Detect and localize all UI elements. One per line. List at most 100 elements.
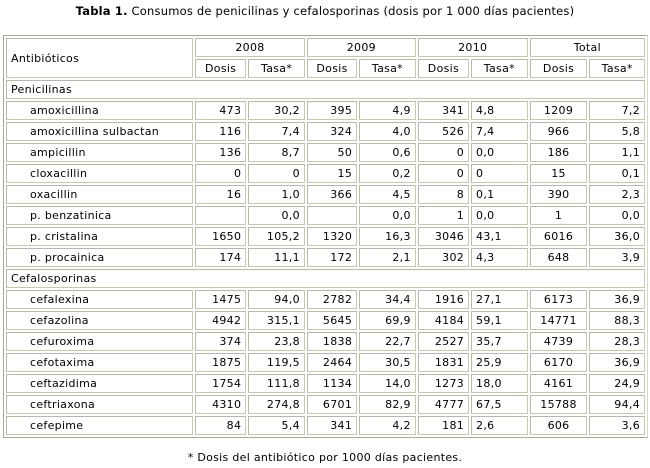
table-cell: 0,0 — [471, 206, 528, 225]
table-cell: 28,3 — [589, 332, 645, 351]
antibiotic-name: cefotaxima — [6, 353, 193, 372]
table-cell: 1,1 — [589, 143, 645, 162]
table-cell: 84 — [194, 416, 247, 435]
table-cell — [194, 206, 247, 225]
table-cell: 5645 — [306, 311, 358, 330]
table-cell: 0,2 — [359, 164, 416, 183]
table-row: ceftriaxona 4310 274,8 6701 82,9 4777 67,5 1578… — [6, 395, 645, 414]
table-cell: 7,2 — [589, 101, 645, 120]
table-cell: 30,2 — [248, 101, 305, 120]
table-cell: 1875 — [194, 353, 247, 372]
table-cell: 50 — [306, 143, 358, 162]
antibiotic-name: p. benzatinica — [6, 206, 193, 225]
table-cell: 8 — [417, 185, 470, 204]
table-row: p. cristalina 1650 105,2 1320 16,3 3046 43,1 60… — [6, 227, 645, 246]
table-cell: 1 — [529, 206, 588, 225]
antibiotic-name: cefepime — [6, 416, 193, 435]
antibiotic-name: ampicillin — [6, 143, 193, 162]
table-cell: 5,8 — [589, 122, 645, 141]
table-row: ceftazidima 1754 111,8 1134 14,0 1273 18,0 4161… — [6, 374, 645, 393]
table-cell: 4942 — [194, 311, 247, 330]
table-cell: 6170 — [529, 353, 588, 372]
table-cell: 7,4 — [471, 122, 528, 141]
table-caption: Tabla 1. Consumos de penicilinas y cefal… — [0, 4, 650, 18]
header-dosis: Dosis — [529, 59, 588, 78]
table-cell: 105,2 — [248, 227, 305, 246]
table-cell: 1475 — [194, 290, 247, 309]
table-cell: 7,4 — [248, 122, 305, 141]
table-cell: 606 — [529, 416, 588, 435]
header-dosis: Dosis — [194, 59, 247, 78]
table-cell: 1273 — [417, 374, 470, 393]
table-cell: 4,0 — [359, 122, 416, 141]
table-cell: 24,9 — [589, 374, 645, 393]
table-cell: 2782 — [306, 290, 358, 309]
table-cell: 15 — [529, 164, 588, 183]
table-cell: 0,0 — [359, 206, 416, 225]
table-cell: 88,3 — [589, 311, 645, 330]
table-cell: 341 — [417, 101, 470, 120]
header-tasa: Tasa* — [359, 59, 416, 78]
group-row: Cefalosporinas — [6, 269, 645, 288]
table-cell: 4,5 — [359, 185, 416, 204]
table-cell: 0,1 — [589, 164, 645, 183]
header-year-2008: 2008 — [194, 38, 305, 57]
table-cell: 274,8 — [248, 395, 305, 414]
table-cell: 2,3 — [589, 185, 645, 204]
group-label: Penicilinas — [6, 80, 645, 99]
antibiotic-name: amoxicillina — [6, 101, 193, 120]
table-cell: 82,9 — [359, 395, 416, 414]
table-cell: 1831 — [417, 353, 470, 372]
table-cell: 341 — [306, 416, 358, 435]
header-year-2010: 2010 — [417, 38, 528, 57]
table-cell: 0,0 — [589, 206, 645, 225]
table-row: cefuroxima 374 23,8 1838 22,7 2527 35,7 4739 28,… — [6, 332, 645, 351]
table-cell: 0 — [417, 143, 470, 162]
table-cell: 1838 — [306, 332, 358, 351]
table-cell: 6173 — [529, 290, 588, 309]
table-cell: 23,8 — [248, 332, 305, 351]
antibiotic-name: cefalexina — [6, 290, 193, 309]
table-row: cefalexina 1475 94,0 2782 34,4 1916 27,1 6173 36… — [6, 290, 645, 309]
header-tasa: Tasa* — [471, 59, 528, 78]
table-cell: 4,3 — [471, 248, 528, 267]
table-cell: 526 — [417, 122, 470, 141]
table-cell: 36,0 — [589, 227, 645, 246]
table-cell: 4,9 — [359, 101, 416, 120]
table-cell: 0,0 — [248, 206, 305, 225]
table-cell: 136 — [194, 143, 247, 162]
antibiotic-name: amoxicillina sulbactan — [6, 122, 193, 141]
caption-text: Consumos de penicilinas y cefalosporinas… — [127, 4, 575, 18]
table-cell: 315,1 — [248, 311, 305, 330]
table-cell: 302 — [417, 248, 470, 267]
table-cell: 6701 — [306, 395, 358, 414]
header-total: Total — [529, 38, 645, 57]
table-cell: 181 — [417, 416, 470, 435]
table-cell: 1209 — [529, 101, 588, 120]
table-cell: 186 — [529, 143, 588, 162]
group-label: Cefalosporinas — [6, 269, 645, 288]
table-row: amoxicillina sulbactan 116 7,4 324 4,0 526 7,4… — [6, 122, 645, 141]
table-cell: 1320 — [306, 227, 358, 246]
table-cell: 22,7 — [359, 332, 416, 351]
table-cell: 119,5 — [248, 353, 305, 372]
table-cell: 4739 — [529, 332, 588, 351]
table-row: cloxacillin 0 0 15 0,2 0 0 15 0,1 — [6, 164, 645, 183]
table-cell: 4777 — [417, 395, 470, 414]
table-cell: 0 — [248, 164, 305, 183]
table-cell: 2464 — [306, 353, 358, 372]
table-cell: 14771 — [529, 311, 588, 330]
header-dosis: Dosis — [417, 59, 470, 78]
antibiotic-name: ceftriaxona — [6, 395, 193, 414]
antibiotic-name: cefazolina — [6, 311, 193, 330]
table-cell: 15788 — [529, 395, 588, 414]
table-cell: 366 — [306, 185, 358, 204]
table-row: p. procainica 174 11,1 172 2,1 302 4,3 648 3,9 — [6, 248, 645, 267]
table-cell: 11,1 — [248, 248, 305, 267]
table-cell: 0 — [417, 164, 470, 183]
antibiotic-name: oxacillin — [6, 185, 193, 204]
group-row: Penicilinas — [6, 80, 645, 99]
table-cell: 69,9 — [359, 311, 416, 330]
table-cell: 3,6 — [589, 416, 645, 435]
table-cell: 43,1 — [471, 227, 528, 246]
